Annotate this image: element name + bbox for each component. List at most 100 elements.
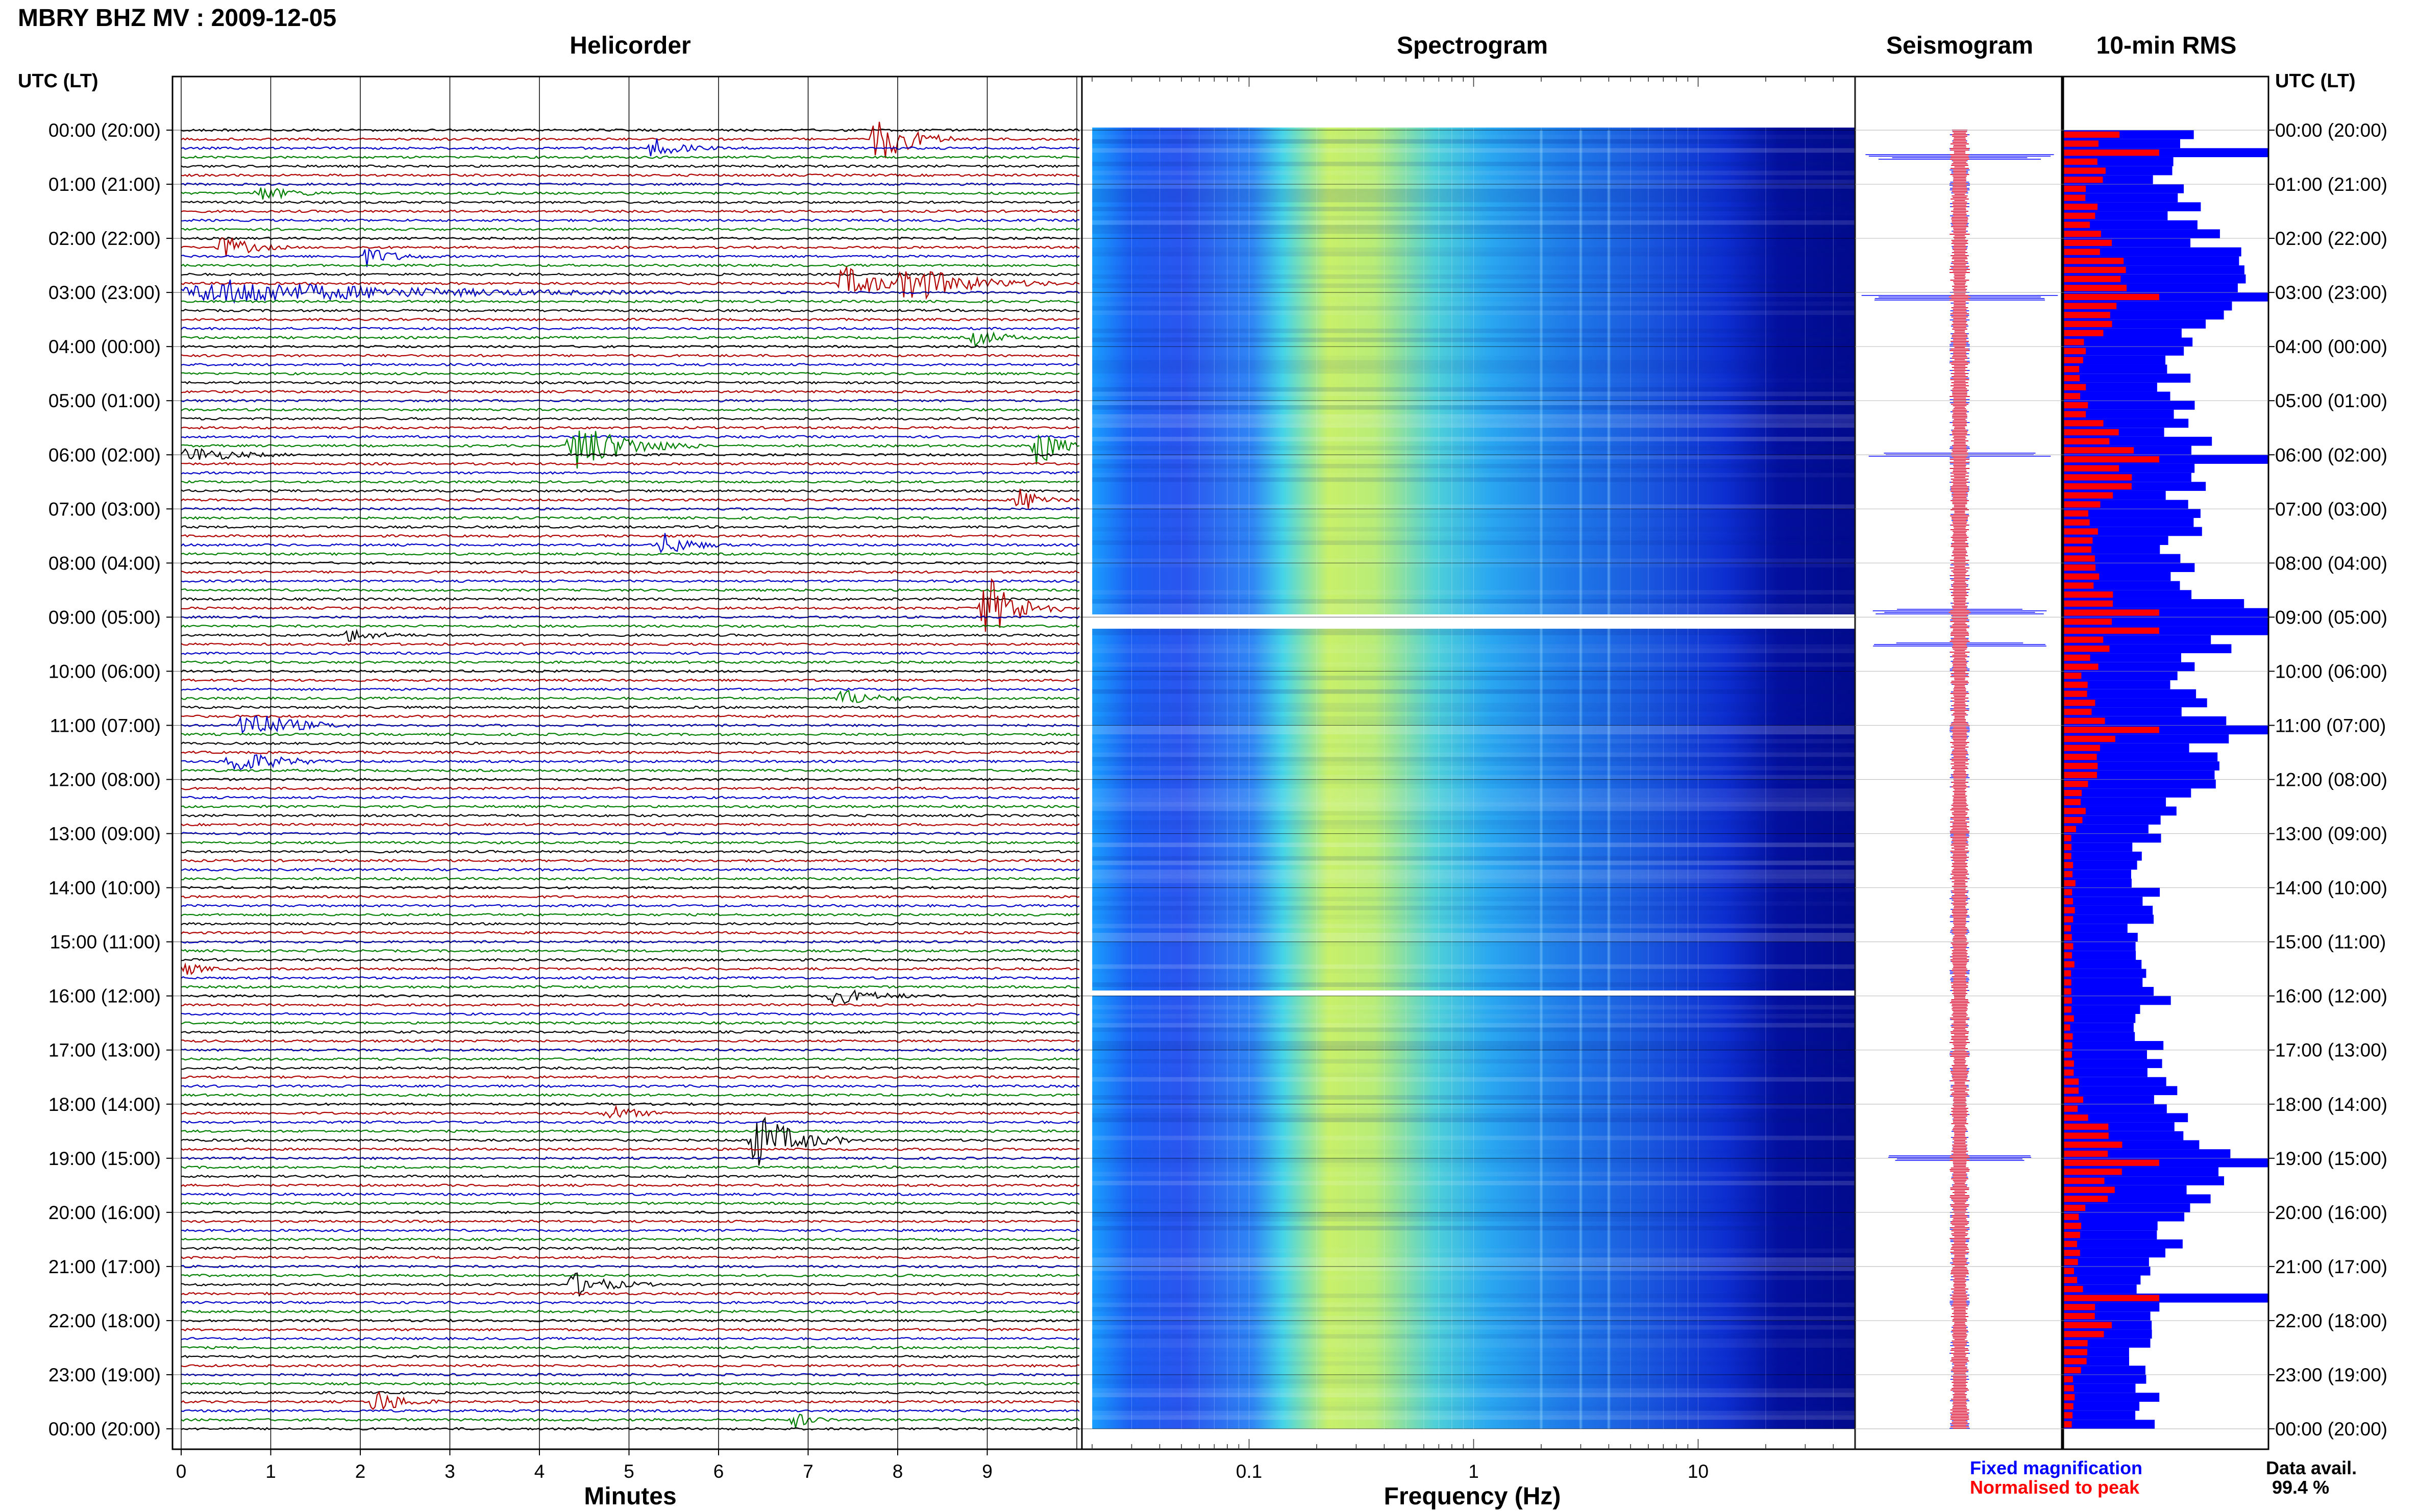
rms-bar-fixed	[2063, 517, 2194, 527]
rms-bar-normalised	[2063, 510, 2088, 517]
rms-bar-normalised	[2063, 528, 2098, 535]
rms-bar-normalised	[2063, 1051, 2072, 1058]
helicorder-trace	[181, 931, 1080, 935]
rms-bar-normalised	[2063, 1349, 2087, 1355]
legend-fixed: Fixed magnification	[1970, 1457, 2143, 1478]
spectrogram-row	[1092, 369, 1855, 374]
spectrogram-row	[1092, 905, 1855, 910]
spectrogram-row	[1092, 423, 1855, 428]
rms-bar-normalised	[2063, 1322, 2112, 1328]
rms-bar-normalised	[2063, 898, 2073, 905]
helicorder-trace	[181, 1328, 1080, 1332]
spectrogram-row	[1092, 504, 1855, 509]
rms-bar-fixed	[2063, 878, 2132, 888]
helicorder-trace	[181, 263, 1080, 267]
rms-bar-normalised	[2063, 835, 2071, 841]
spectrogram-row	[1092, 716, 1855, 721]
rms-bar-normalised	[2063, 844, 2071, 851]
spectrogram-row	[1092, 802, 1855, 807]
spectrogram-gap	[1092, 614, 1855, 629]
spectrogram-row	[1092, 1316, 1855, 1321]
helicorder-trace	[181, 1104, 1080, 1119]
rms-bar-fixed	[2063, 905, 2153, 915]
spectrogram-title: Spectrogram	[1396, 32, 1548, 59]
helicorder-trace	[181, 895, 1080, 899]
rms-bar-fixed	[2063, 797, 2166, 807]
rms-bar-normalised	[2063, 266, 2126, 274]
spectrogram-row	[1092, 1041, 1855, 1046]
time-tick-left: 19:00 (15:00)	[48, 1148, 161, 1169]
helicorder-trace	[181, 200, 1080, 204]
legend-normalised: Normalised to peak	[1970, 1477, 2140, 1498]
rms-bar-normalised	[2063, 708, 2092, 715]
rms-bar-normalised	[2063, 438, 2110, 444]
time-tick-left: 06:00 (02:00)	[48, 444, 161, 465]
time-tick-right: 12:00 (08:00)	[2275, 770, 2387, 790]
rms-bar-fixed	[2063, 833, 2161, 843]
spectrogram-row	[1092, 793, 1855, 798]
rms-bar-fixed	[2063, 229, 2220, 239]
helicorder-trace	[181, 579, 1080, 583]
rms-bar-fixed	[2063, 1393, 2160, 1402]
helicorder-trace	[181, 1237, 1080, 1242]
rms-bar-normalised	[2063, 1295, 2159, 1301]
spectrogram-row	[1092, 811, 1855, 816]
rms-bar-normalised	[2063, 970, 2071, 977]
helicorder-trace	[181, 642, 1080, 647]
helicorder-trace	[181, 218, 1080, 222]
helicorder-trace	[181, 624, 1080, 628]
rms-bar-normalised	[2063, 1033, 2073, 1040]
helicorder-trace	[181, 922, 1080, 926]
helicorder-trace	[181, 867, 1080, 872]
helicorder-trace	[181, 266, 1080, 300]
rms-bar-fixed	[2063, 1041, 2164, 1050]
spectrogram-row	[1092, 775, 1855, 780]
rms-bar-fixed	[2063, 914, 2154, 924]
time-tick-right: 23:00 (19:00)	[2275, 1365, 2387, 1385]
spectrogram-row	[1092, 725, 1855, 730]
time-tick-left: 05:00 (01:00)	[48, 390, 161, 411]
rms-bar-fixed	[2063, 761, 2219, 771]
helicorder-trace	[181, 489, 1080, 493]
minute-tick: 1	[265, 1461, 276, 1482]
helicorder-trace	[181, 227, 1080, 232]
helicorder-trace	[181, 651, 1080, 655]
rms-bar-fixed	[2063, 247, 2241, 257]
rms-bar-normalised	[2063, 735, 2115, 742]
rms-bar-normalised	[2063, 474, 2132, 481]
spectrogram-row	[1092, 328, 1855, 333]
rms-bar-normalised	[2063, 375, 2080, 382]
rms-bar-fixed	[2063, 337, 2193, 347]
rms-bar-fixed	[2063, 788, 2191, 798]
helicorder-trace	[181, 1174, 1080, 1178]
rms-bar-normalised	[2063, 1142, 2122, 1148]
rms-bar-normalised	[2063, 1159, 2159, 1166]
rms-bar-normalised	[2063, 1304, 2095, 1310]
rms-bar-normalised	[2063, 618, 2112, 625]
spectrogram-row	[1092, 1118, 1855, 1123]
spectrogram-row	[1092, 649, 1855, 654]
time-tick-right: 09:00 (05:00)	[2275, 607, 2387, 628]
rms-bar-normalised	[2063, 231, 2101, 237]
helicorder-trace	[181, 769, 1080, 773]
rms-bar-normalised	[2063, 1394, 2075, 1401]
minute-tick: 3	[445, 1461, 455, 1482]
helicorder-trace	[181, 448, 1080, 460]
rms-bar-fixed	[2063, 355, 2166, 365]
rms-bar-normalised	[2063, 582, 2094, 589]
time-tick-left: 15:00 (11:00)	[50, 932, 161, 953]
spectrogram-row	[1092, 1095, 1855, 1100]
rms-bar-fixed	[2063, 860, 2137, 870]
helicorder-trace	[181, 597, 1080, 601]
rms-bar-normalised	[2063, 1169, 2122, 1175]
spectrogram-row	[1092, 964, 1855, 969]
rms-bar-normalised	[2063, 609, 2159, 616]
rms-bar-normalised	[2063, 348, 2086, 355]
rms-bar-fixed	[2063, 409, 2174, 419]
helicorder-trace	[181, 1336, 1080, 1341]
helicorder-trace	[181, 813, 1080, 817]
time-tick-right: 03:00 (23:00)	[2275, 282, 2387, 303]
helicorder-trace	[181, 488, 1080, 509]
time-tick-right: 00:00 (20:00)	[2275, 120, 2387, 141]
rms-bar-fixed	[2063, 382, 2157, 392]
